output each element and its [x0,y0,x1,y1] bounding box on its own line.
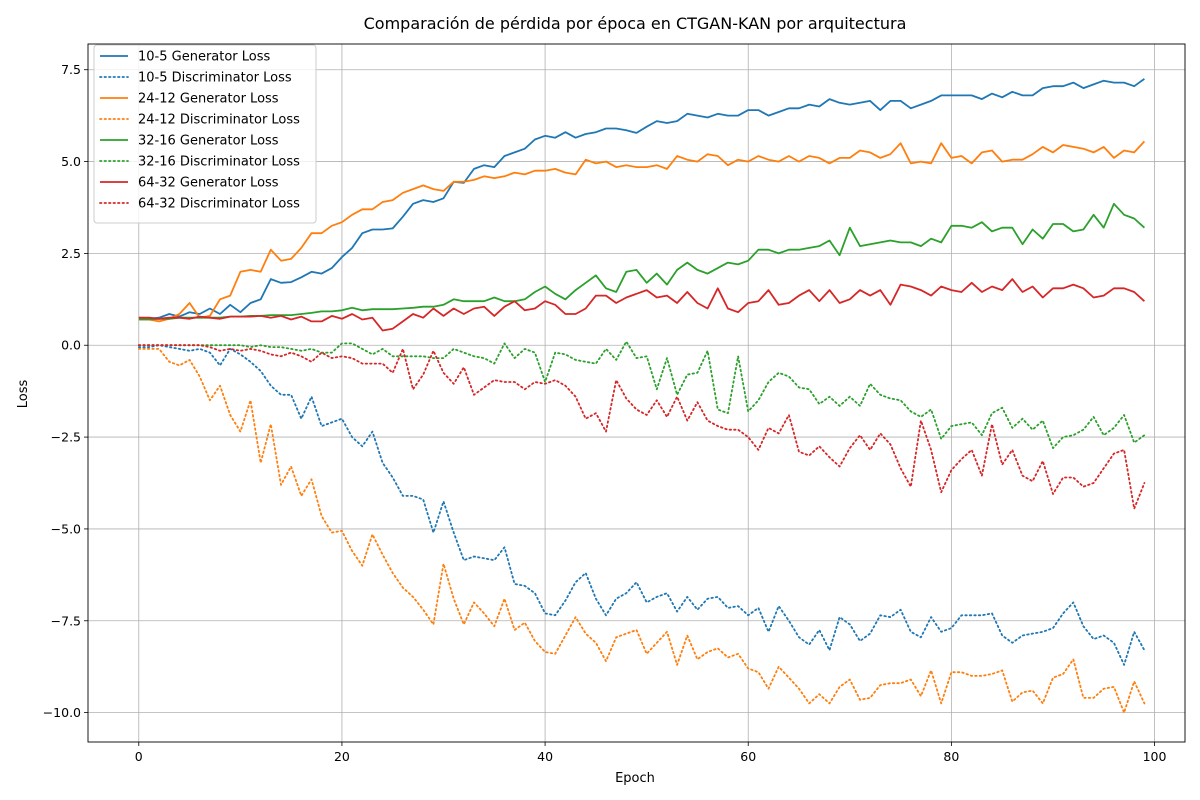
series-line-10-5-discriminator-loss [137,344,1146,666]
x-tick-label: 0 [135,749,143,764]
series-lines [137,78,1146,714]
series-line-64-32-generator-loss [138,278,1146,332]
y-tick-label: 0.0 [61,338,81,353]
y-tick-label: −10.0 [43,705,81,720]
legend-label: 32-16 Generator Loss [138,134,279,149]
y-tick-label: 5.0 [61,154,81,169]
x-tick-label: 40 [537,749,553,764]
legend-label: 10-5 Generator Loss [138,50,271,65]
x-axis-label: Epoch [615,771,655,786]
series-line-32-16-generator-loss [138,202,1146,321]
x-axis: 0 20 40 60 80 100 [135,742,1167,764]
legend-label: 24-12 Generator Loss [138,92,279,107]
y-tick-label: 2.5 [61,246,81,261]
x-tick-label: 20 [334,749,350,764]
series-line-10-5-generator-loss [138,78,1145,320]
grid-lines [88,44,1185,742]
y-tick-label: −5.0 [51,521,81,536]
chart-title: Comparación de pérdida por época en CTGA… [364,14,907,33]
series-line-24-12-generator-loss [138,140,1146,323]
legend-label: 32-16 Discriminator Loss [138,155,300,170]
series-line-24-12-discriminator-loss [137,347,1146,714]
legend-box [93,44,317,224]
legend-label: 64-32 Generator Loss [138,176,279,191]
y-tick-label: 7.5 [61,62,81,77]
series-line-64-32-discriminator-loss [137,344,1146,510]
y-axis: −10.0 −7.5 −5.0 −2.5 0.0 2.5 5.0 7.5 [43,62,88,720]
y-tick-label: −7.5 [51,613,81,628]
legend-label: 10-5 Discriminator Loss [138,71,292,86]
y-axis-label: Loss [16,380,31,409]
x-tick-label: 60 [740,749,756,764]
y-tick-label: −2.5 [51,430,81,445]
legend-label: 64-32 Discriminator Loss [138,197,300,212]
legend-label: 24-12 Discriminator Loss [138,113,300,128]
plot-frame [87,43,1186,743]
x-tick-label: 80 [943,749,959,764]
legend: 10-5 Generator Loss 10-5 Discriminator Lo… [93,44,317,224]
series-line-32-16-discriminator-loss [137,340,1146,450]
x-tick-label: 100 [1143,749,1167,764]
